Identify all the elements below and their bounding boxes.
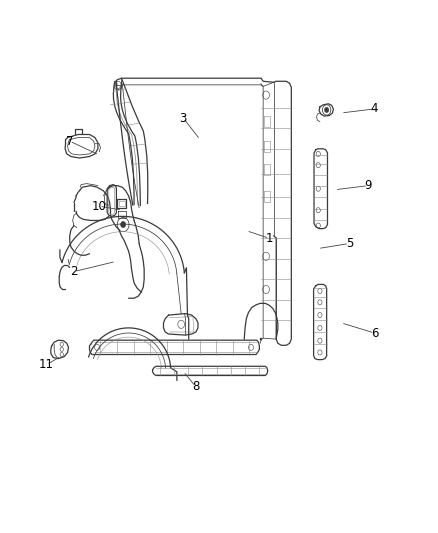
Text: 8: 8 — [192, 380, 200, 393]
Text: 11: 11 — [39, 358, 54, 372]
Text: 7: 7 — [66, 135, 74, 148]
Text: 5: 5 — [346, 237, 353, 250]
Text: 6: 6 — [371, 327, 378, 340]
Text: 10: 10 — [92, 200, 106, 213]
Text: 4: 4 — [371, 102, 378, 116]
Text: 3: 3 — [180, 111, 187, 125]
Text: 9: 9 — [364, 179, 372, 192]
Circle shape — [325, 107, 329, 112]
Text: 2: 2 — [70, 265, 78, 278]
Circle shape — [120, 222, 126, 228]
Text: 1: 1 — [266, 232, 273, 245]
